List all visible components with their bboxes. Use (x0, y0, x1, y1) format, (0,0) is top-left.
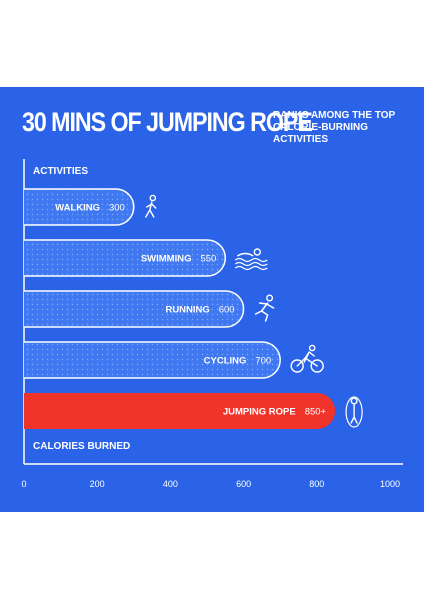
bar-outline (24, 188, 135, 226)
x-tick-label: 400 (163, 479, 178, 489)
bar-group: 300 WALKING (24, 188, 157, 226)
x-axis-label: CALORIES BURNED (33, 441, 131, 452)
swimmer-icon (234, 248, 268, 271)
bar-dot-texture (24, 342, 281, 378)
jump-rope-icon (345, 396, 363, 428)
runner-head (266, 294, 274, 302)
bar-outline (24, 341, 281, 379)
subtitle: RANKS AMONG THE TOP CALORIE-BURNING ACTI… (273, 110, 396, 145)
walker-body (145, 201, 157, 218)
swimmer-head (253, 248, 261, 256)
bar-jumping-rope (24, 393, 336, 429)
runner-body (254, 302, 275, 322)
runner-icon (254, 294, 275, 322)
bar-category-label: CYCLING (204, 356, 247, 367)
bar-category-label: JUMPING ROPE (223, 407, 296, 418)
infographic-panel: 30 MINS OF JUMPING ROPE RANKS AMONG THE … (0, 87, 424, 512)
bar-category-label: SWIMMING (141, 254, 192, 265)
bar-category-label: WALKING (55, 203, 100, 214)
bar-chart: 300 WALKING 550 SWIMMING 600 RUNNING 700 CYCLIN… (21, 159, 403, 489)
bar-value-label: 300 (109, 203, 125, 214)
x-tick-label: 600 (236, 479, 251, 489)
rope-loop (345, 396, 363, 428)
bar-category-label: RUNNING (165, 305, 209, 316)
walking-person-icon (145, 194, 157, 218)
bar-value-label: 700 (255, 356, 271, 367)
x-tick-label: 1000 (380, 479, 400, 489)
cyclist-icon (290, 344, 324, 373)
bike-wheel (290, 359, 304, 373)
bike-wheel (310, 359, 324, 373)
cyclist-body (296, 350, 318, 367)
x-tick-label: 200 (90, 479, 105, 489)
bar-group: 550 SWIMMING (24, 239, 268, 277)
x-tick-label: 0 (21, 479, 26, 489)
bar-value-label: 600 (219, 305, 235, 316)
x-tick-label: 800 (309, 479, 324, 489)
bar-value-label: 850+ (305, 407, 327, 418)
bar-group: 850+ JUMPING ROPE (24, 393, 363, 429)
bar-dot-texture (24, 291, 244, 327)
y-axis-label: ACTIVITIES (33, 166, 89, 177)
wave-line (234, 257, 268, 263)
page-title: 30 MINS OF JUMPING ROPE (22, 107, 313, 137)
bar-outline (24, 239, 227, 277)
bar-value-label: 550 (200, 254, 216, 265)
bar-dot-texture (24, 240, 226, 276)
swimmer-arm (236, 252, 254, 257)
bar-outline (24, 290, 245, 328)
bar-group: 600 RUNNING (24, 290, 275, 328)
bar-dot-texture (24, 189, 134, 225)
jumper-head (350, 397, 358, 405)
wave-line (234, 261, 268, 267)
bar-group: 700 CYCLING (24, 341, 324, 379)
wave-line (234, 265, 268, 271)
jumper-body (350, 404, 358, 424)
cyclist-head (308, 344, 316, 352)
walker-head (149, 194, 157, 202)
